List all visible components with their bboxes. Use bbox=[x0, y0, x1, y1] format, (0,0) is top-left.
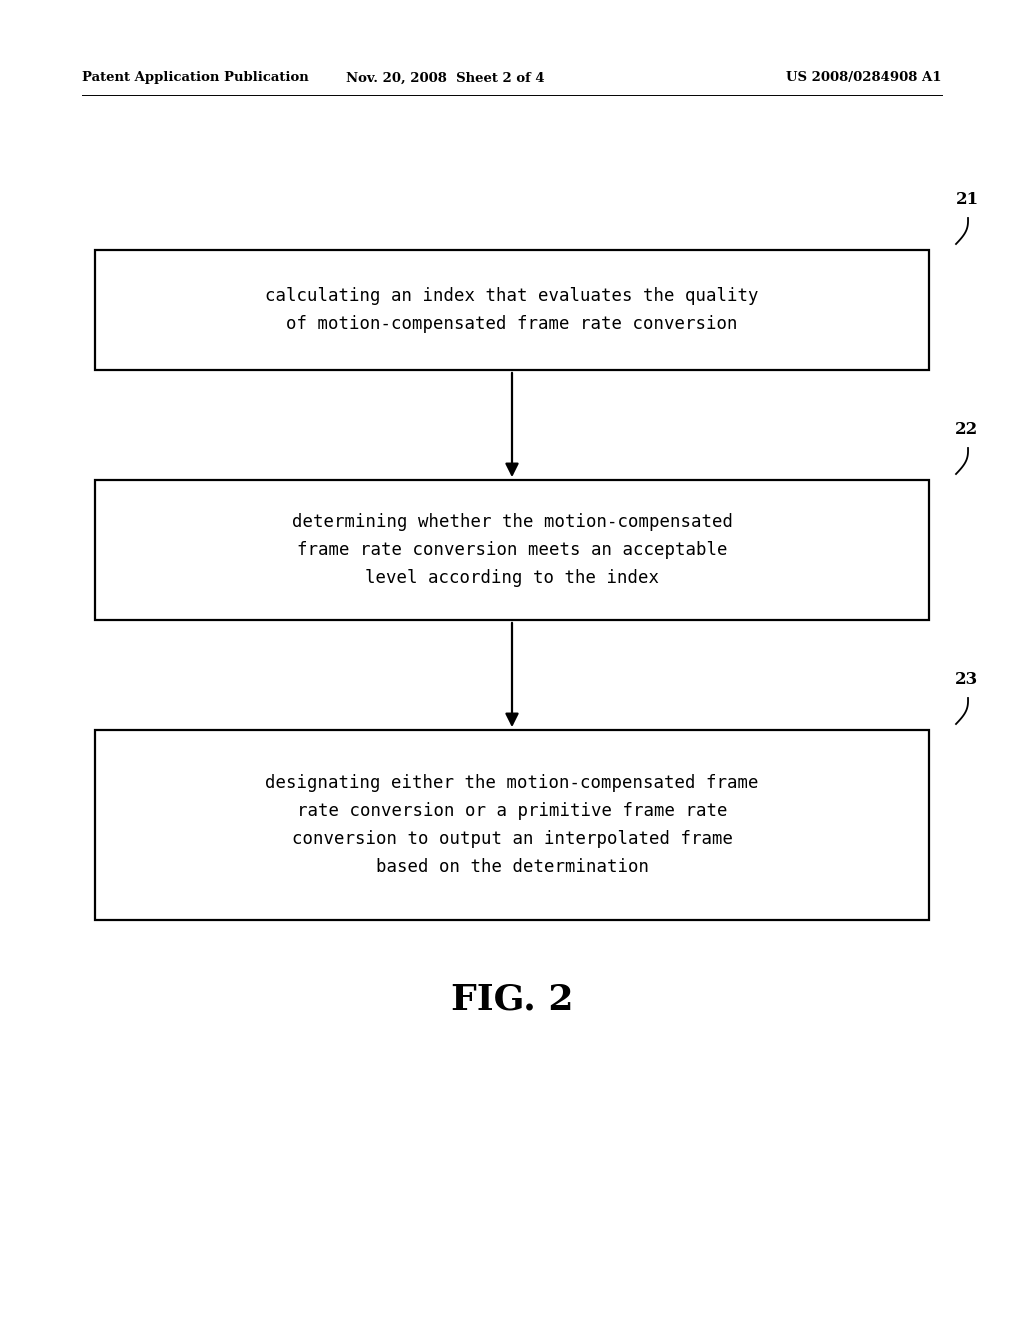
Text: FIG. 2: FIG. 2 bbox=[451, 983, 573, 1016]
Text: determining whether the motion-compensated
frame rate conversion meets an accept: determining whether the motion-compensat… bbox=[292, 513, 732, 587]
Bar bbox=[95, 249, 929, 370]
Text: designating either the motion-compensated frame
rate conversion or a primitive f: designating either the motion-compensate… bbox=[265, 775, 759, 875]
Text: 22: 22 bbox=[955, 421, 979, 438]
Bar bbox=[95, 730, 929, 920]
Bar bbox=[95, 480, 929, 620]
Text: 21: 21 bbox=[955, 191, 979, 209]
Text: Patent Application Publication: Patent Application Publication bbox=[82, 71, 309, 84]
Text: 23: 23 bbox=[955, 672, 979, 689]
Text: US 2008/0284908 A1: US 2008/0284908 A1 bbox=[786, 71, 942, 84]
Text: calculating an index that evaluates the quality
of motion-compensated frame rate: calculating an index that evaluates the … bbox=[265, 286, 759, 333]
Text: Nov. 20, 2008  Sheet 2 of 4: Nov. 20, 2008 Sheet 2 of 4 bbox=[346, 71, 545, 84]
